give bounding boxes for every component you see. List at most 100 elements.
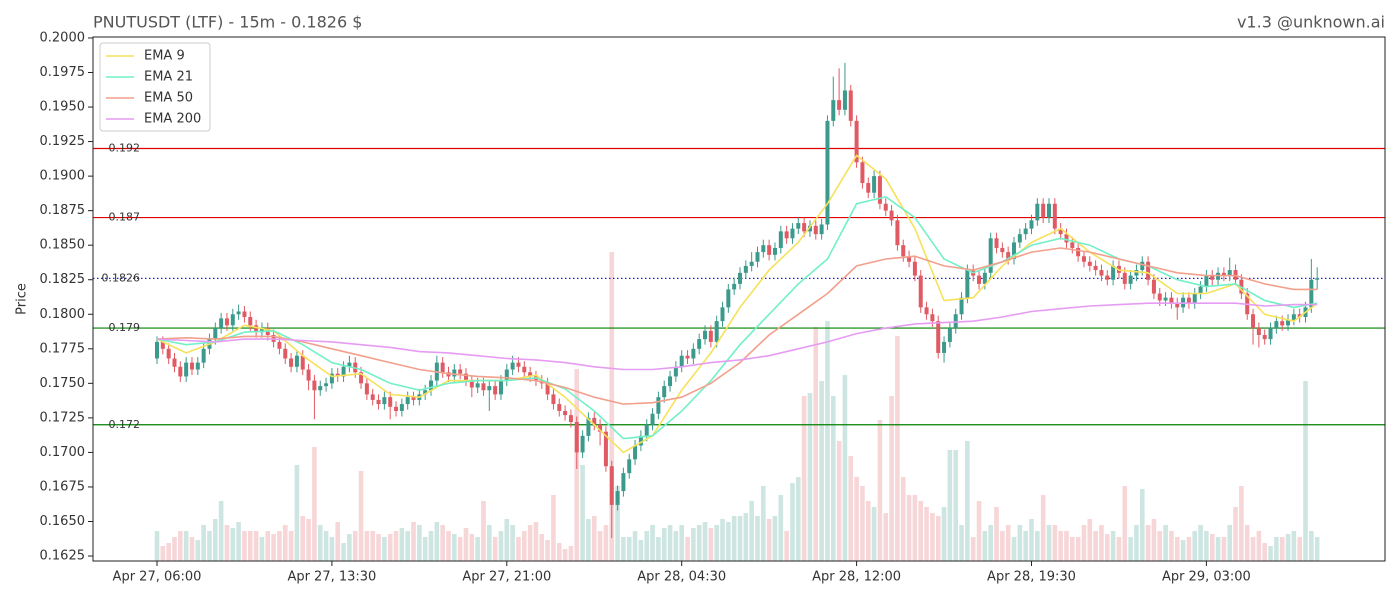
volume-bar xyxy=(656,537,661,561)
candle-body xyxy=(813,225,818,235)
volume-bar xyxy=(545,540,550,561)
candle-body xyxy=(178,366,183,377)
candle-body xyxy=(953,314,958,329)
volume-bar xyxy=(702,522,708,561)
candle-body xyxy=(837,100,842,110)
candle-body xyxy=(802,223,807,232)
volume-bar xyxy=(720,519,725,561)
volume-bar xyxy=(580,465,585,561)
volume-bar xyxy=(749,501,754,561)
candle-body xyxy=(767,245,772,255)
candle-body xyxy=(1058,228,1063,235)
axes: 0.1625 0.1650 0.1675 0.1700 0.1725 0.1750 0.17… xyxy=(40,30,1251,584)
volume-bar xyxy=(1040,495,1046,561)
y-tick-label: 0.1750 xyxy=(40,376,86,391)
candle-body xyxy=(726,289,731,308)
volume-bar xyxy=(218,501,224,561)
candle-body xyxy=(376,399,381,405)
candle-body xyxy=(586,417,591,436)
x-tick-label: Apr 27, 13:30 xyxy=(287,570,376,585)
y-tick-label: 0.1950 xyxy=(40,100,86,115)
volume-bar xyxy=(282,525,288,561)
volume-bar xyxy=(959,525,964,561)
volume-bar xyxy=(1239,486,1244,561)
volume-bar xyxy=(825,321,830,561)
volume-bar xyxy=(556,543,562,561)
candle-body xyxy=(959,297,964,315)
candle-body xyxy=(942,341,947,353)
volume-bar xyxy=(982,531,988,561)
candle-body xyxy=(1146,261,1151,280)
volume-bar xyxy=(679,525,684,561)
candle-body xyxy=(662,386,667,398)
candle-body xyxy=(1140,261,1145,271)
volume-bar xyxy=(242,531,247,561)
candle-body xyxy=(289,358,294,367)
volume-bar xyxy=(317,525,323,561)
candle-body xyxy=(1128,275,1133,284)
candle-body xyxy=(918,275,923,308)
y-tick-label: 0.1725 xyxy=(40,410,86,425)
legend-label: EMA 21 xyxy=(144,70,193,85)
volume-bar xyxy=(1186,537,1192,561)
candle-body xyxy=(510,362,515,370)
volume-bar xyxy=(1122,486,1128,561)
candle-body xyxy=(668,376,673,387)
volume-bar xyxy=(1192,531,1198,561)
candle-body xyxy=(947,328,952,342)
volume-bar xyxy=(352,531,358,561)
y-tick-label: 0.1900 xyxy=(40,169,86,184)
candle-body xyxy=(749,261,754,266)
volume-bar xyxy=(790,483,795,561)
volume-bar xyxy=(306,519,311,561)
volume-bar xyxy=(224,525,230,561)
volume-bar xyxy=(819,381,824,561)
volume-bar xyxy=(889,396,894,561)
candle-body xyxy=(714,321,719,342)
candle-body xyxy=(347,362,352,367)
volume-bar xyxy=(259,537,265,561)
volume-bar xyxy=(877,420,883,561)
candle-body xyxy=(1012,242,1017,260)
candle-body xyxy=(842,90,847,110)
candle-body xyxy=(411,397,416,400)
y-tick-label: 0.1925 xyxy=(40,134,86,149)
volume-bar xyxy=(1198,525,1203,561)
volume-bar xyxy=(1000,531,1005,561)
volume-bar xyxy=(778,495,784,561)
candle-body xyxy=(848,90,853,121)
candle-body xyxy=(633,445,638,460)
volume-bar xyxy=(714,525,719,561)
volume-bar xyxy=(533,522,539,561)
candle-body xyxy=(854,120,859,163)
y-tick-label: 0.1625 xyxy=(40,549,86,564)
volume-bar xyxy=(586,519,591,561)
candle-body xyxy=(685,355,690,359)
volume-bar xyxy=(265,531,271,561)
volume-bar xyxy=(341,543,346,561)
volume-bar xyxy=(521,531,527,561)
volume-bar xyxy=(288,531,294,561)
candle-body xyxy=(405,397,410,405)
volume-bar xyxy=(463,528,469,561)
volume-bar xyxy=(708,528,714,561)
candle-body xyxy=(1064,234,1069,243)
level-label: 0.179 xyxy=(109,321,141,334)
y-tick-label: 0.1975 xyxy=(40,65,86,80)
candle-body xyxy=(498,380,503,395)
volume-bar xyxy=(1134,525,1139,561)
candle-body xyxy=(1076,247,1081,257)
volume-bar xyxy=(189,537,195,561)
ema-layer xyxy=(156,154,1318,454)
volume-bar xyxy=(504,519,510,561)
candle-body xyxy=(458,369,463,374)
candle-body xyxy=(563,410,568,416)
volume-bar xyxy=(1052,525,1058,561)
candle-body xyxy=(1122,272,1127,284)
volume-bar xyxy=(207,531,212,561)
volume-bar xyxy=(452,534,457,561)
legend: EMA 9 EMA 21 EMA 50 EMA 200 xyxy=(99,42,211,132)
candle-body xyxy=(475,383,480,388)
volume-bar xyxy=(615,486,620,561)
